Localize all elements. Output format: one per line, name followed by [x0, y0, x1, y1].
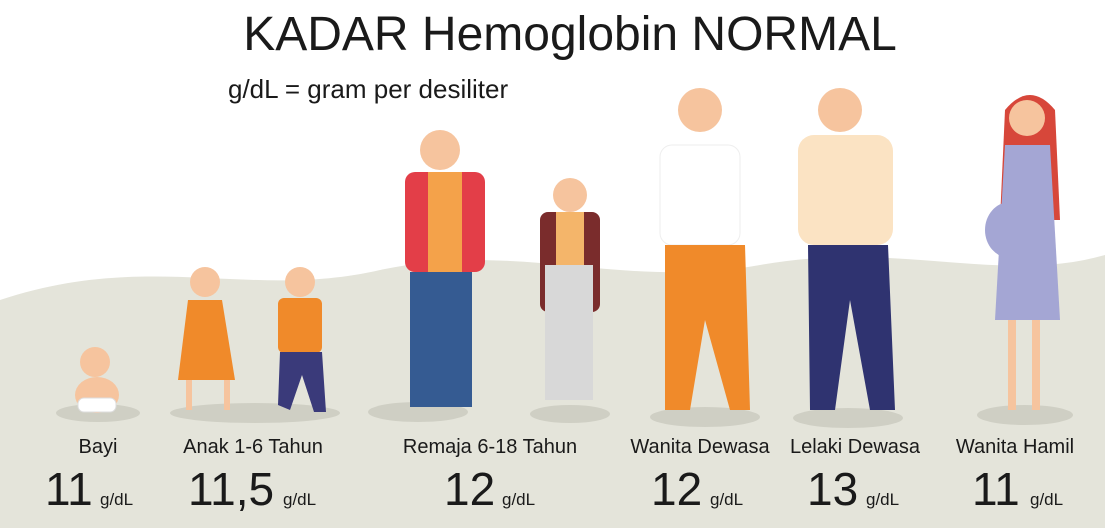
unit: g/dL — [502, 490, 535, 509]
group-label: Wanita Hamil — [956, 436, 1074, 458]
hb-value: 11 — [45, 463, 93, 515]
group-label: Anak 1-6 Tahun — [183, 436, 323, 458]
group-label: Lelaki Dewasa — [790, 436, 921, 458]
unit: g/dL — [1030, 490, 1063, 509]
hb-value: 12 — [651, 463, 702, 515]
group-label: Wanita Dewasa — [630, 436, 770, 458]
subtitle: g/dL = gram per desiliter — [228, 74, 508, 104]
unit: g/dL — [100, 490, 133, 509]
unit: g/dL — [866, 490, 899, 509]
hb-value: 13 — [807, 463, 858, 515]
unit: g/dL — [710, 490, 743, 509]
unit: g/dL — [283, 490, 316, 509]
infographic: KADAR Hemoglobin NORMAL g/dL = gram per … — [0, 0, 1105, 528]
hb-value: 11,5 — [188, 463, 274, 515]
hb-value: 12 — [444, 463, 495, 515]
group-label: Bayi — [79, 436, 118, 458]
title: KADAR Hemoglobin NORMAL — [243, 8, 897, 61]
hb-value: 11 — [972, 463, 1020, 515]
group-label: Remaja 6-18 Tahun — [403, 436, 577, 458]
